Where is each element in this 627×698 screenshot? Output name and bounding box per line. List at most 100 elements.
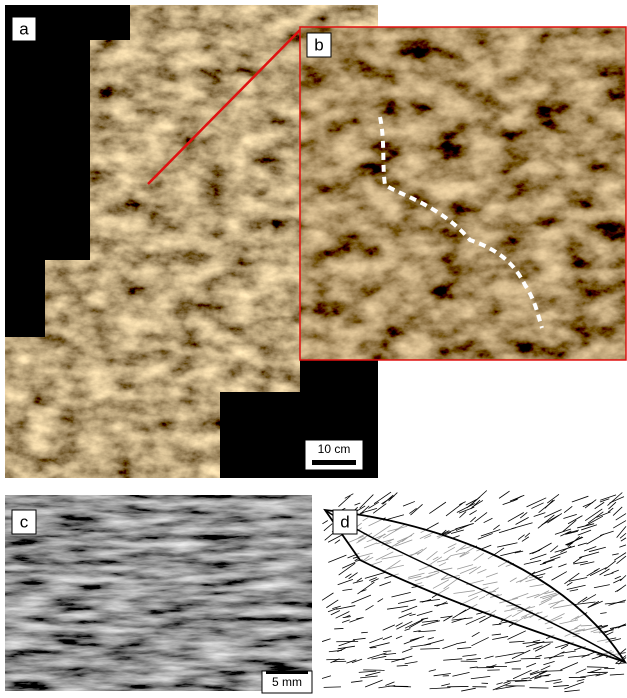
- fabric-line: [452, 610, 466, 618]
- fabric-line: [523, 642, 535, 643]
- fabric-line: [594, 585, 610, 588]
- fabric-line: [428, 637, 434, 639]
- fabric-line: [545, 680, 561, 682]
- fabric-line: [387, 606, 408, 609]
- fabric-line: [522, 537, 529, 542]
- fabric-line: [459, 502, 465, 505]
- fabric-line: [586, 516, 603, 525]
- fabric-line: [383, 636, 392, 640]
- fabric-line: [578, 543, 587, 546]
- fabric-line: [396, 636, 402, 639]
- fabric-line: [513, 496, 522, 501]
- fabric-line: [446, 503, 463, 516]
- fabric-line: [471, 637, 488, 645]
- fabric-line: [359, 671, 376, 672]
- fabric-line: [583, 594, 596, 602]
- fabric-line: [404, 638, 419, 644]
- fabric-line: [530, 554, 546, 560]
- scale-label: 5 mm: [272, 675, 302, 689]
- fabric-line: [558, 564, 566, 567]
- fabric-line: [574, 602, 595, 605]
- fabric-line: [499, 491, 510, 498]
- fabric-line: [587, 667, 608, 668]
- fabric-line: [551, 572, 566, 581]
- fabric-line: [541, 671, 563, 672]
- fabric-line: [606, 632, 613, 635]
- fabric-line: [326, 600, 338, 608]
- fabric-line: [405, 662, 418, 664]
- fabric-line: [619, 545, 626, 547]
- fabric-line: [402, 648, 412, 652]
- fabric-line: [497, 543, 517, 547]
- fabric-line: [360, 495, 374, 509]
- fabric-line: [568, 536, 580, 546]
- fabric-line: [613, 521, 626, 529]
- fabric-line: [342, 589, 352, 590]
- fabric-line: [505, 661, 521, 663]
- fabric-line: [410, 504, 422, 515]
- fabric-line: [443, 659, 462, 660]
- fabric-line: [322, 520, 327, 523]
- fabric-line: [620, 575, 626, 580]
- fabric-line: [365, 572, 386, 578]
- panel-label: d: [340, 512, 349, 531]
- fabric-line: [365, 672, 380, 676]
- fabric-line: [441, 684, 450, 686]
- fabric-line: [383, 651, 391, 652]
- fabric-line: [550, 546, 558, 552]
- fabric-line: [612, 554, 618, 555]
- fabric-line: [600, 499, 609, 502]
- fabric-line: [420, 649, 440, 650]
- fabric-line: [541, 666, 550, 670]
- fabric-line: [535, 655, 541, 657]
- fabric-line: [360, 676, 377, 678]
- fabric-line: [564, 506, 572, 512]
- fabric-line: [582, 652, 596, 658]
- photo-b: [300, 27, 626, 360]
- fabric-line: [379, 582, 391, 586]
- fabric-line: [484, 518, 493, 522]
- fabric-line: [617, 526, 626, 537]
- fabric-line: [470, 517, 475, 522]
- fabric-line: [338, 646, 355, 649]
- fabric-line: [579, 552, 599, 558]
- panel-label: a: [19, 19, 29, 38]
- fabric-line: [322, 593, 333, 600]
- fabric-line: [349, 573, 358, 579]
- scale-bar: [266, 671, 308, 674]
- fabric-line: [389, 493, 398, 501]
- fabric-line: [338, 496, 350, 507]
- fabric-line: [374, 492, 391, 504]
- fabric-line: [532, 567, 552, 574]
- fabric-line: [378, 599, 383, 602]
- fabric-line: [405, 629, 411, 631]
- fabric-line: [492, 636, 508, 639]
- fabric-line: [509, 641, 524, 642]
- fabric-line: [469, 510, 476, 514]
- scale-label: 10 cm: [318, 442, 351, 456]
- panel-c: c 5 mm: [5, 495, 312, 693]
- fabric-line: [396, 621, 412, 629]
- fabric-line: [429, 502, 446, 513]
- fabric-line: [466, 658, 480, 659]
- fabric-line: [605, 561, 616, 570]
- fabric-line: [618, 624, 626, 628]
- fabric-line: [353, 638, 366, 639]
- fabric-line: [442, 644, 456, 649]
- fabric-line: [564, 690, 579, 692]
- fabric-line: [331, 610, 340, 614]
- fabric-line: [429, 670, 436, 672]
- fabric-line: [355, 503, 361, 505]
- fabric-line: [568, 516, 582, 524]
- fabric-line: [421, 618, 428, 619]
- fabric-line: [547, 494, 559, 503]
- fabric-line: [576, 669, 586, 674]
- fabric-line: [472, 632, 480, 636]
- fabric-line: [369, 638, 383, 643]
- fabric-line: [456, 642, 466, 644]
- panel-b: b: [300, 27, 626, 360]
- fabric-line: [569, 578, 587, 582]
- fabric-line: [567, 585, 586, 589]
- fabric-line: [495, 654, 514, 657]
- fabric-line: [560, 662, 578, 670]
